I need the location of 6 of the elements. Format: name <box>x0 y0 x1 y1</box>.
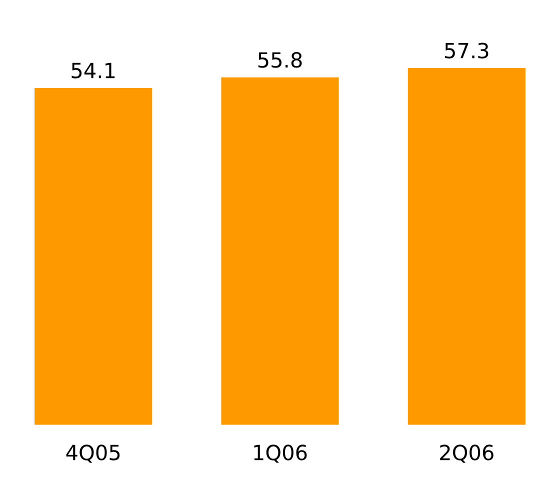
data-label: 55.8 <box>258 52 302 68</box>
data-label: 54.1 <box>72 62 115 78</box>
x-tick-label: 2Q06 <box>440 444 494 463</box>
x-tick-label: 4Q05 <box>66 444 120 463</box>
x-tick-label: 1Q06 <box>254 444 307 463</box>
data-label: 57.3 <box>445 42 488 58</box>
